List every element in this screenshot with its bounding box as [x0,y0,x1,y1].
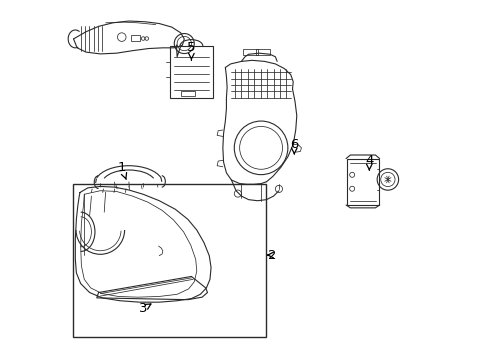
Bar [256,49,270,55]
Text: 3: 3 [139,302,151,315]
Text: 5: 5 [187,41,196,60]
Bar [243,49,258,55]
Bar [73,184,266,337]
Text: 2: 2 [268,248,276,261]
Bar [131,35,140,41]
Bar [181,91,195,96]
Bar [170,46,213,98]
Text: 4: 4 [365,154,373,170]
Bar [347,158,379,205]
Text: 6: 6 [290,138,298,154]
Text: 1: 1 [118,161,126,179]
